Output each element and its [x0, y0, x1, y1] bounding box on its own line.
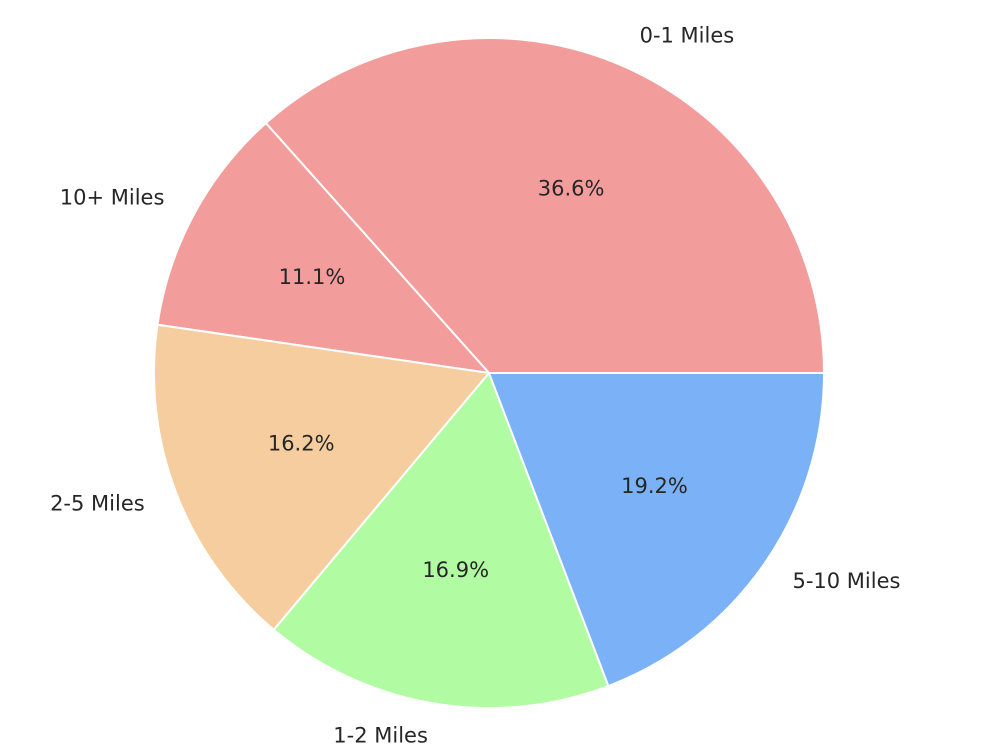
pie-slice-0-1-miles [264, 37, 825, 374]
pie-category-label-2-5-miles: 2-5 Miles [50, 491, 145, 515]
pie-category-label-5-10-miles: 5-10 Miles [792, 569, 900, 593]
pie-category-label-0-1-miles: 0-1 Miles [640, 24, 735, 48]
pie-pct-label-10plus-miles: 11.1% [279, 265, 346, 289]
pie-category-label-10plus-miles: 10+ Miles [60, 186, 165, 210]
pie-labels: 36.6% 0-1 Miles 11.1% 10+ Miles 16.2% 2-5 Mil… [50, 24, 900, 748]
pie-slice-2-5-miles [153, 323, 490, 631]
pie-category-label-1-2-miles: 1-2 Miles [333, 723, 428, 747]
pie-pct-label-5-10-miles: 19.2% [621, 474, 688, 498]
pie-pct-label-0-1-miles: 36.6% [538, 177, 605, 201]
pie-pct-label-1-2-miles: 16.9% [422, 558, 489, 582]
pie-slice-1-2-miles [272, 372, 610, 709]
pie-slices [153, 37, 825, 709]
pie-slice-10plus-miles [156, 122, 490, 374]
pie-pct-label-2-5-miles: 16.2% [268, 432, 335, 456]
pie-slice-5-10-miles [488, 372, 825, 687]
